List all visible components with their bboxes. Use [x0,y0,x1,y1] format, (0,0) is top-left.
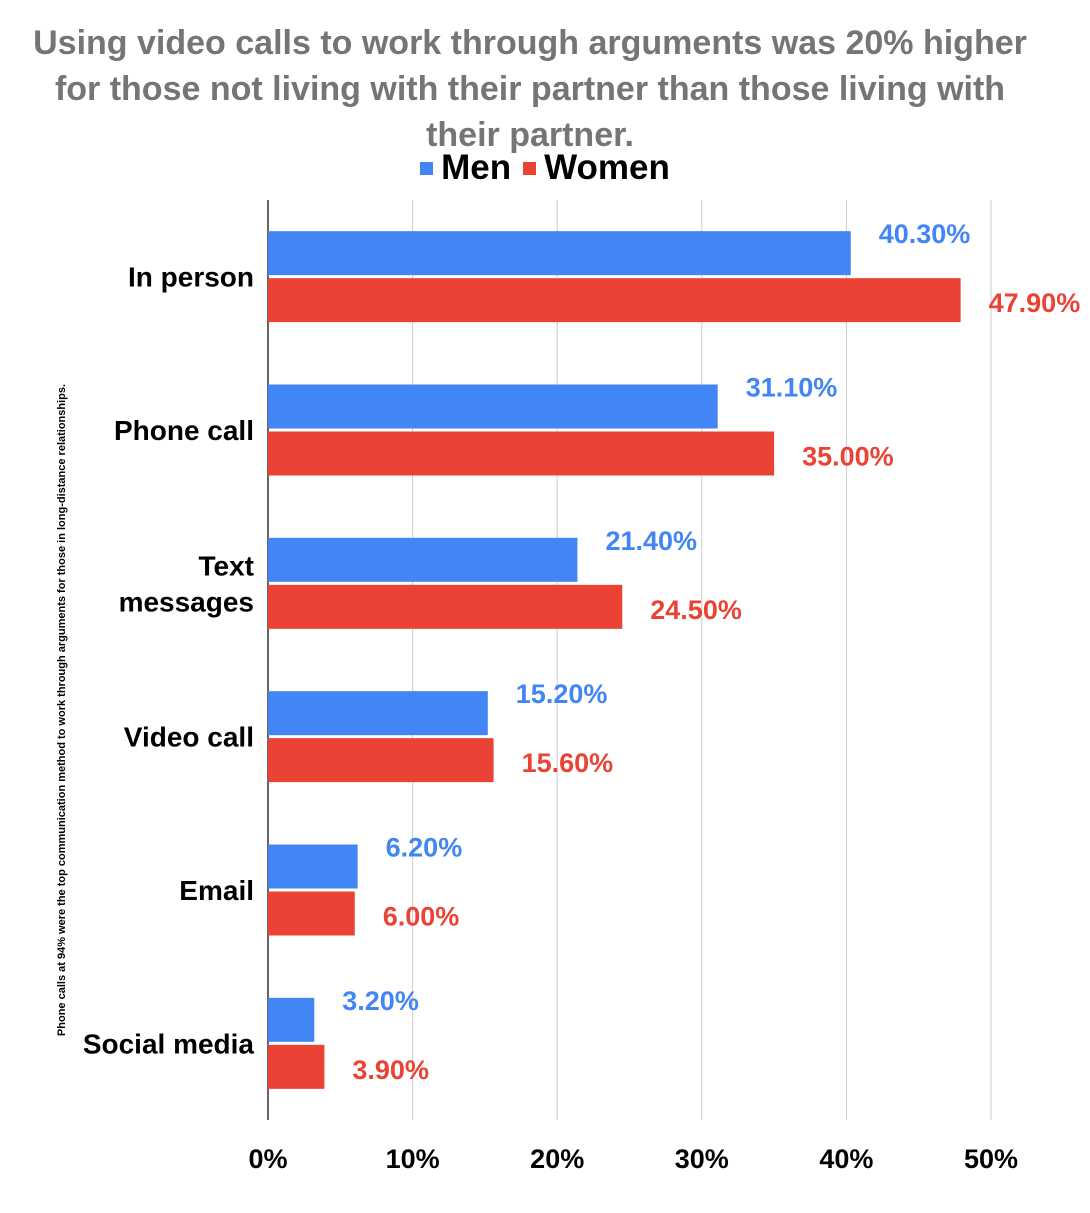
x-tick-label: 20% [530,1144,584,1174]
data-label-men: 40.30% [879,219,971,249]
bar-men [268,997,315,1042]
legend-swatch-women [523,161,537,175]
bar-men [268,844,358,889]
bar-women [268,431,775,476]
data-label-men: 31.10% [746,373,838,403]
bar-men [268,691,488,736]
legend-swatch-men [420,161,434,175]
data-label-men: 15.20% [516,679,608,709]
category-label: Phone call [114,415,254,446]
x-tick-label: 30% [675,1144,729,1174]
x-tick-label: 0% [248,1144,287,1174]
bar-women [268,1044,325,1089]
bar-men [268,537,578,582]
legend-label-women: Women [544,148,670,187]
data-label-women: 24.50% [650,595,742,625]
data-label-men: 6.20% [386,833,463,863]
category-label: messages [119,586,254,617]
legend-label-men: Men [441,148,512,187]
data-label-women: 6.00% [383,902,460,932]
legend-item-men: Men [420,148,511,188]
bar-women [268,584,623,629]
bar-women [268,278,961,323]
category-label: Text [199,550,255,581]
legend-item-women: Women [523,148,670,188]
bar-women [268,738,494,783]
data-label-men: 21.40% [605,526,697,556]
data-label-women: 47.90% [989,288,1081,318]
x-tick-label: 50% [964,1144,1018,1174]
x-tick-label: 10% [386,1144,440,1174]
category-label: Video call [124,722,254,753]
chart-title: Using video calls to work through argume… [33,24,1027,154]
category-label: Social media [83,1028,255,1059]
category-label: Email [179,875,254,906]
bar-men [268,384,718,429]
data-label-men: 3.20% [342,986,419,1016]
legend: Men Women [0,148,1090,188]
bar-women [268,891,355,936]
bar-men [268,231,851,276]
data-label-women: 15.60% [522,748,614,778]
data-label-women: 35.00% [802,442,894,472]
x-tick-label: 40% [819,1144,873,1174]
category-label: In person [128,262,254,293]
data-label-women: 3.90% [352,1055,429,1085]
